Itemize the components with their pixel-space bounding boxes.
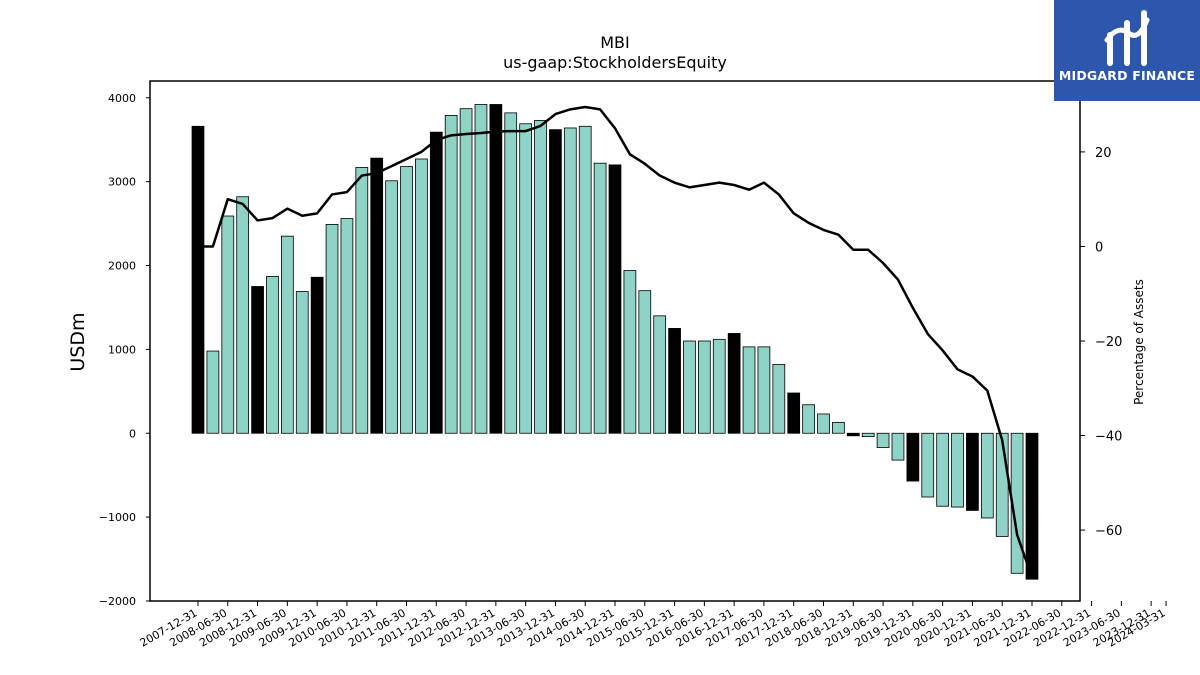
- plot-frame: [149, 80, 1081, 602]
- y2-tick-label: −60: [1095, 524, 1122, 539]
- bar: [563, 127, 577, 434]
- bar: [370, 157, 384, 434]
- bar: [876, 432, 890, 448]
- bar: [891, 432, 905, 461]
- bar: [861, 432, 875, 438]
- bar: [459, 108, 473, 434]
- bar: [221, 215, 235, 434]
- bar: [593, 162, 607, 434]
- bar: [742, 346, 756, 434]
- y-axis-label: USDm: [67, 312, 89, 371]
- midgard-logo-icon: [1104, 10, 1150, 66]
- bar: [668, 328, 681, 434]
- bar: [623, 270, 637, 434]
- bar: [846, 432, 860, 437]
- bar: [191, 125, 205, 434]
- bar: [280, 235, 294, 434]
- bar: [712, 338, 726, 434]
- bar: [787, 392, 801, 434]
- bar: [966, 432, 979, 511]
- bar: [817, 413, 830, 434]
- y2-axis-label: Percentage of Assets: [1132, 279, 1146, 405]
- y-tick-label: 0: [129, 427, 136, 440]
- chart-title: MBI: [600, 33, 630, 52]
- bar: [325, 224, 339, 434]
- bar: [400, 166, 413, 434]
- y-tick-label: 4000: [108, 92, 136, 105]
- bar: [727, 333, 741, 434]
- y-tick-label: 2000: [108, 260, 136, 273]
- bar: [444, 114, 458, 434]
- y-tick-label: −1000: [99, 511, 136, 524]
- bar: [578, 125, 592, 434]
- bar: [802, 404, 815, 434]
- y-tick-label: −2000: [99, 595, 136, 608]
- bar: [251, 286, 264, 434]
- bar: [772, 364, 786, 434]
- bar: [340, 218, 354, 434]
- y-tick-label: 1000: [108, 343, 136, 356]
- bar: [385, 180, 398, 434]
- percentage-line: [198, 105, 1034, 578]
- bar: [206, 350, 220, 434]
- midgard-logo: MIDGARD FINANCE: [1054, 0, 1200, 101]
- bar: [429, 131, 443, 434]
- bar: [1025, 432, 1039, 580]
- bar: [936, 432, 950, 507]
- y2-tick-label: 0: [1095, 240, 1103, 255]
- bar: [832, 421, 845, 434]
- bar: [698, 340, 711, 434]
- y2-tick-label: −20: [1095, 335, 1122, 350]
- bar: [295, 291, 309, 434]
- bar: [757, 346, 771, 434]
- bar: [310, 276, 324, 434]
- y2-tick-label: 20: [1095, 146, 1112, 161]
- bar: [980, 432, 994, 519]
- bar: [638, 290, 652, 434]
- bar: [415, 158, 428, 434]
- bar: [906, 432, 920, 482]
- bar: [549, 129, 562, 434]
- bar: [921, 432, 935, 498]
- bar: [951, 432, 964, 508]
- chart-subtitle: us-gaap:StockholdersEquity: [503, 53, 727, 72]
- bar: [683, 340, 696, 434]
- bar: [653, 315, 667, 434]
- logo-text: MIDGARD FINANCE: [1058, 68, 1196, 83]
- bar: [474, 104, 488, 434]
- bar: [519, 123, 533, 434]
- bar: [608, 164, 622, 434]
- bar: [355, 166, 369, 434]
- y2-tick-label: −40: [1095, 430, 1122, 445]
- bar: [236, 196, 250, 434]
- y-tick-label: 3000: [108, 176, 136, 189]
- bar: [995, 432, 1009, 537]
- bar: [489, 104, 503, 434]
- bar: [534, 120, 547, 434]
- bar: [266, 276, 279, 434]
- bar: [504, 112, 518, 434]
